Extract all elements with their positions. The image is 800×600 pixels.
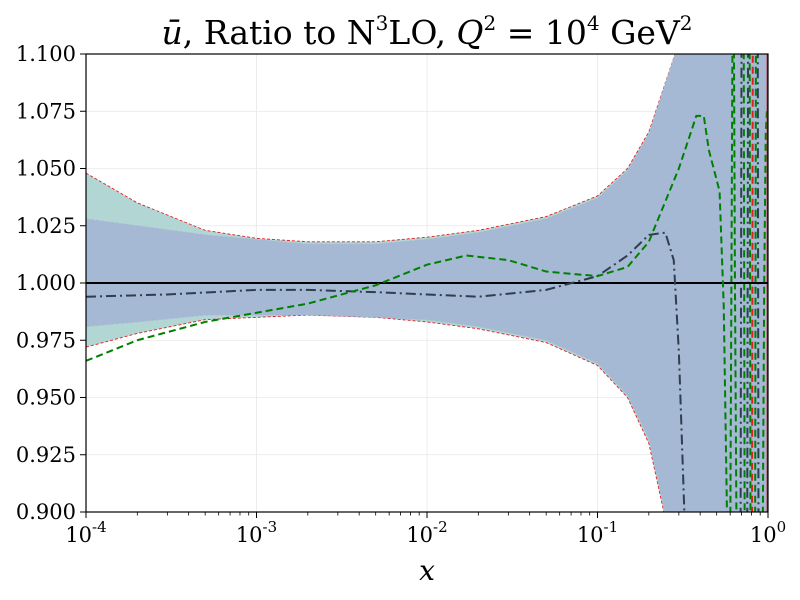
y-tick-label: 0.925 [16,443,76,467]
x-axis-label: x [419,554,435,587]
x-tick-label: 10-3 [236,518,277,547]
band-blue-lower-edge [86,314,666,512]
y-tick-label: 1.100 [16,42,76,66]
high-x-oscillation [742,54,746,512]
title-order-sup: 3 [376,11,389,35]
y-axis: 0.900 0.925 0.950 0.975 1.000 1.025 1.050 1.075… [16,42,86,524]
y-tick-label: 0.950 [16,386,76,410]
title-scale-var: Q [456,13,483,52]
x-tick-label: 10-4 [65,518,106,547]
x-tick-label: 100 [750,518,786,547]
band-blue-upper-edge [86,54,676,245]
y-tick-label: 1.050 [16,157,76,181]
x-tick-label: 10-1 [577,518,618,547]
title-symbol: ū [161,13,182,52]
y-tick-label: 1.025 [16,214,76,238]
title-scale-exp: 4 [587,11,600,35]
y-tick-label: 0.975 [16,328,76,352]
y-tick-label: 1.000 [16,271,76,295]
x-tick-label: 10-2 [406,518,447,547]
band-teal-lower-edge [86,314,665,512]
high-x-oscillation [748,54,752,512]
title-order-tail: LO, [388,13,456,52]
title-unit-sup: 2 [680,11,693,35]
title-unit: GeV [600,13,681,52]
high-x-oscillation [751,54,754,512]
title-scale-sup: 2 [483,11,496,35]
high-x-oscillation [729,54,738,512]
y-tick-label: 1.075 [16,99,76,123]
chart-title: ū, Ratio to N3LO, Q2 = 104 GeV2 [161,11,692,52]
title-ratio: , Ratio to N [183,13,376,52]
high-x-oscillation [754,54,757,512]
series-green-dashed [86,114,728,512]
x-axis: 10-4 10-3 10-2 10-1 100 [65,512,786,547]
series-dark-dashdot [86,231,686,512]
title-equals: = 10 [496,13,587,52]
y-tick-label: 0.900 [16,500,76,524]
